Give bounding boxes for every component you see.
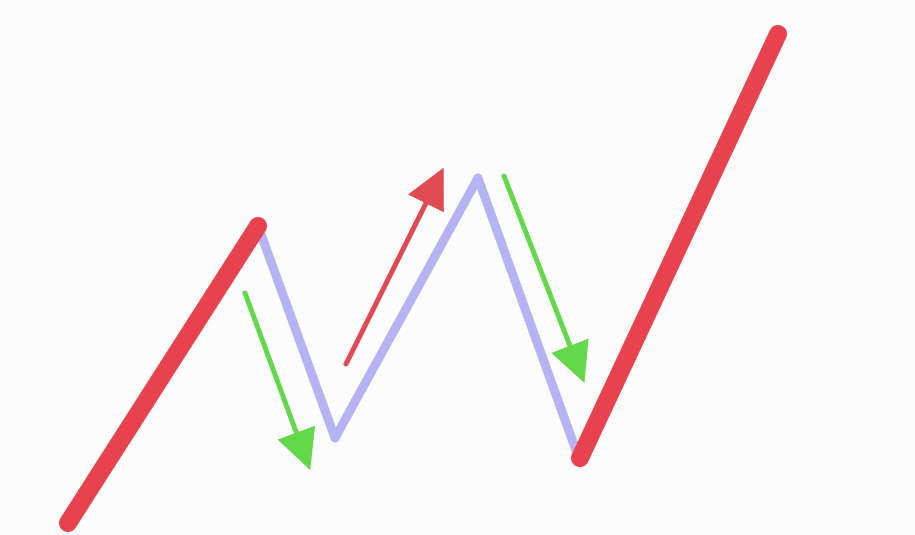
- first-down-arrow: [242, 290, 316, 471]
- correction-zigzag: [253, 173, 583, 461]
- second-down-arrow: [501, 173, 589, 383]
- breakout-uptrend-line: [571, 25, 787, 467]
- initial-uptrend-line: [59, 217, 267, 532]
- up-arrow: [343, 167, 444, 367]
